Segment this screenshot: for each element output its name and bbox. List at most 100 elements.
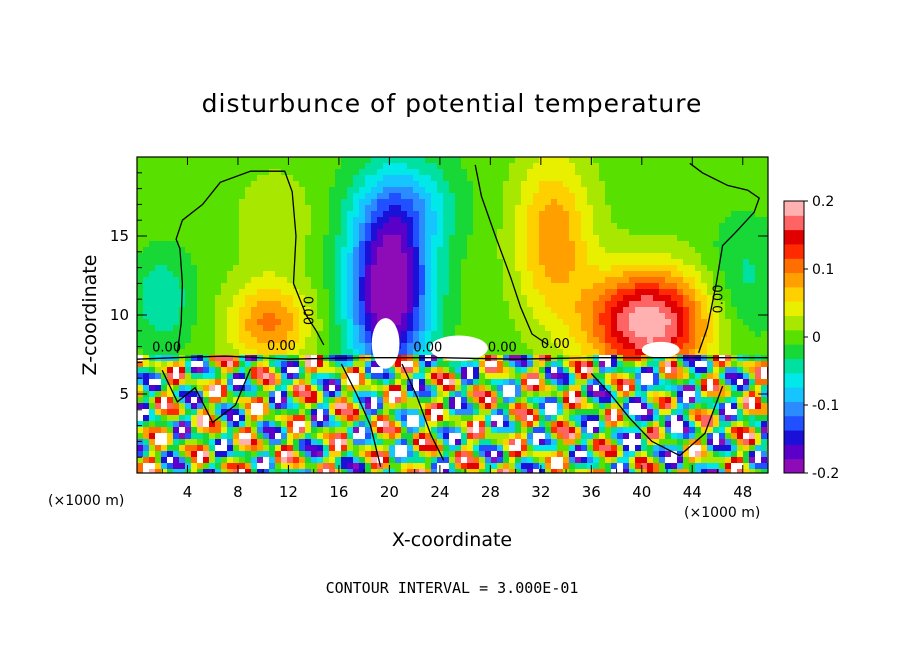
field-cell: [377, 169, 384, 176]
field-cell: [263, 427, 270, 434]
field-cell: [269, 397, 276, 404]
field-cell: [563, 271, 570, 278]
field-cell: [215, 319, 222, 326]
field-cell: [161, 241, 168, 248]
field-cell: [347, 271, 354, 278]
field-cell: [725, 199, 732, 206]
field-cell: [563, 409, 570, 416]
field-cell: [467, 241, 474, 248]
field-cell: [461, 187, 468, 194]
field-cell: [629, 415, 636, 422]
field-cell: [287, 349, 294, 356]
field-cell: [437, 391, 444, 398]
field-cell: [269, 229, 276, 236]
field-cell: [617, 193, 624, 200]
field-cell: [257, 349, 264, 356]
field-cell: [353, 433, 360, 440]
field-cell: [521, 187, 528, 194]
field-cell: [545, 217, 552, 224]
field-cell: [251, 433, 258, 440]
field-cell: [299, 187, 306, 194]
field-cell: [455, 415, 462, 422]
field-cell: [347, 157, 354, 164]
field-cell: [437, 193, 444, 200]
field-cell: [473, 331, 480, 338]
field-cell: [203, 421, 210, 428]
field-cell: [551, 307, 558, 314]
field-cell: [713, 271, 720, 278]
field-cell: [533, 217, 540, 224]
field-cell: [167, 391, 174, 398]
field-cell: [299, 229, 306, 236]
field-cell: [695, 193, 702, 200]
field-cell: [617, 187, 624, 194]
field-cell: [473, 385, 480, 392]
field-cell: [491, 367, 498, 374]
field-cell: [275, 319, 282, 326]
field-cell: [749, 373, 756, 380]
field-cell: [683, 247, 690, 254]
field-cell: [623, 277, 630, 284]
field-cell: [479, 319, 486, 326]
field-cell: [239, 193, 246, 200]
field-cell: [533, 301, 540, 308]
field-cell: [641, 367, 648, 374]
field-cell: [659, 283, 666, 290]
field-cell: [221, 247, 228, 254]
field-cell: [371, 259, 378, 266]
field-cell: [581, 331, 588, 338]
field-cell: [575, 343, 582, 350]
field-cell: [569, 361, 576, 368]
field-cell: [659, 379, 666, 386]
field-cell: [653, 427, 660, 434]
field-cell: [569, 415, 576, 422]
field-cell: [239, 211, 246, 218]
field-cell: [413, 307, 420, 314]
field-cell: [719, 343, 726, 350]
field-cell: [731, 235, 738, 242]
field-cell: [437, 373, 444, 380]
field-cell: [641, 169, 648, 176]
field-cell: [539, 385, 546, 392]
field-cell: [185, 175, 192, 182]
field-cell: [605, 295, 612, 302]
field-cell: [485, 247, 492, 254]
field-cell: [443, 229, 450, 236]
field-cell: [287, 361, 294, 368]
field-cell: [341, 211, 348, 218]
field-cell: [683, 295, 690, 302]
field-cell: [617, 247, 624, 254]
field-cell: [329, 253, 336, 260]
field-cell: [563, 277, 570, 284]
field-cell: [161, 211, 168, 218]
field-cell: [509, 415, 516, 422]
field-cell: [323, 265, 330, 272]
field-cell: [539, 187, 546, 194]
field-cell: [293, 295, 300, 302]
field-cell: [263, 421, 270, 428]
field-cell: [323, 397, 330, 404]
field-cell: [281, 403, 288, 410]
field-cell: [599, 157, 606, 164]
field-cell: [455, 367, 462, 374]
field-cell: [713, 385, 720, 392]
field-cell: [173, 403, 180, 410]
field-cell: [443, 289, 450, 296]
field-cell: [185, 247, 192, 254]
field-cell: [593, 175, 600, 182]
field-cell: [269, 277, 276, 284]
field-cell: [305, 331, 312, 338]
field-cell: [485, 307, 492, 314]
field-cell: [449, 229, 456, 236]
field-cell: [287, 205, 294, 212]
field-cell: [539, 289, 546, 296]
field-cell: [623, 157, 630, 164]
field-cell: [473, 301, 480, 308]
field-cell: [737, 301, 744, 308]
field-cell: [695, 313, 702, 320]
field-cell: [557, 277, 564, 284]
field-cell: [611, 169, 618, 176]
field-cell: [359, 409, 366, 416]
field-cell: [395, 259, 402, 266]
field-cell: [479, 277, 486, 284]
